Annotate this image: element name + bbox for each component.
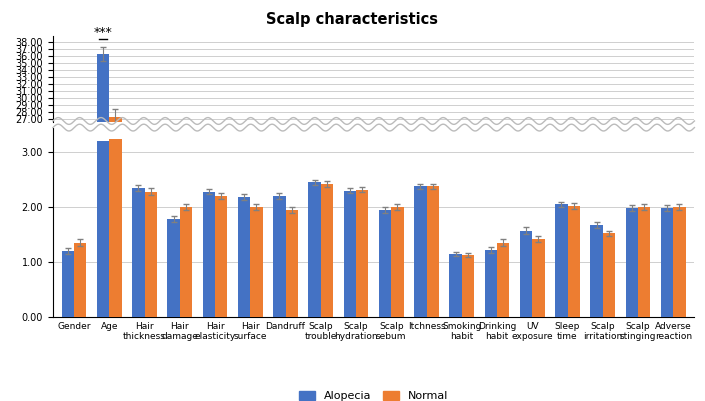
Bar	[391, 207, 403, 317]
Bar	[414, 186, 427, 317]
Bar	[238, 197, 250, 317]
Bar	[203, 292, 215, 308]
Bar	[74, 243, 86, 317]
Bar	[555, 205, 568, 317]
Bar	[673, 294, 685, 308]
Bar	[250, 294, 262, 308]
Bar	[286, 294, 298, 308]
Bar	[97, 141, 109, 317]
Bar	[555, 293, 568, 308]
Bar	[356, 291, 368, 308]
Bar	[180, 207, 192, 317]
Bar	[568, 206, 580, 317]
Bar	[215, 196, 227, 317]
Bar	[484, 250, 497, 317]
Bar	[590, 296, 603, 308]
Bar	[673, 207, 685, 317]
Bar	[97, 54, 109, 308]
Bar	[427, 186, 439, 317]
Bar	[497, 298, 509, 308]
Bar	[343, 190, 356, 317]
Bar	[168, 295, 180, 308]
Bar	[449, 254, 462, 317]
Bar	[215, 292, 227, 308]
Bar	[379, 210, 391, 317]
Bar	[497, 243, 509, 317]
Bar	[203, 192, 215, 317]
Bar	[638, 294, 650, 308]
Bar	[132, 188, 145, 317]
Bar	[62, 251, 74, 317]
Bar	[145, 292, 157, 308]
Bar	[603, 297, 615, 308]
Bar	[308, 290, 321, 308]
Bar	[590, 225, 603, 317]
Bar	[250, 207, 262, 317]
Bar	[238, 292, 250, 308]
Text: Scalp characteristics: Scalp characteristics	[266, 12, 439, 27]
Bar	[109, 139, 121, 317]
Bar	[145, 192, 157, 317]
Bar	[379, 294, 391, 308]
Bar	[625, 208, 638, 317]
Bar	[62, 299, 74, 308]
Bar	[449, 299, 462, 308]
Bar	[321, 184, 333, 317]
Bar	[532, 239, 544, 317]
Bar	[661, 208, 673, 317]
Bar	[356, 190, 368, 317]
Bar	[168, 219, 180, 317]
Bar	[273, 292, 286, 308]
Bar	[414, 291, 427, 308]
Bar	[638, 207, 650, 317]
Bar	[520, 296, 532, 308]
Bar	[603, 233, 615, 317]
Bar	[321, 290, 333, 308]
Bar	[462, 300, 474, 308]
Text: ***: ***	[94, 26, 113, 38]
Bar	[109, 117, 121, 308]
Bar	[343, 291, 356, 308]
Bar	[391, 294, 403, 308]
Bar	[484, 299, 497, 308]
Bar	[180, 294, 192, 308]
Bar	[625, 294, 638, 308]
Bar	[308, 182, 321, 317]
Bar	[286, 210, 298, 317]
Bar	[520, 231, 532, 317]
Bar	[427, 291, 439, 308]
Legend: Alopecia, Normal: Alopecia, Normal	[294, 387, 453, 401]
Bar	[273, 196, 286, 317]
Bar	[132, 291, 145, 308]
Bar	[532, 298, 544, 308]
Bar	[568, 293, 580, 308]
Bar	[74, 298, 86, 308]
Bar	[661, 294, 673, 308]
Bar	[462, 255, 474, 317]
